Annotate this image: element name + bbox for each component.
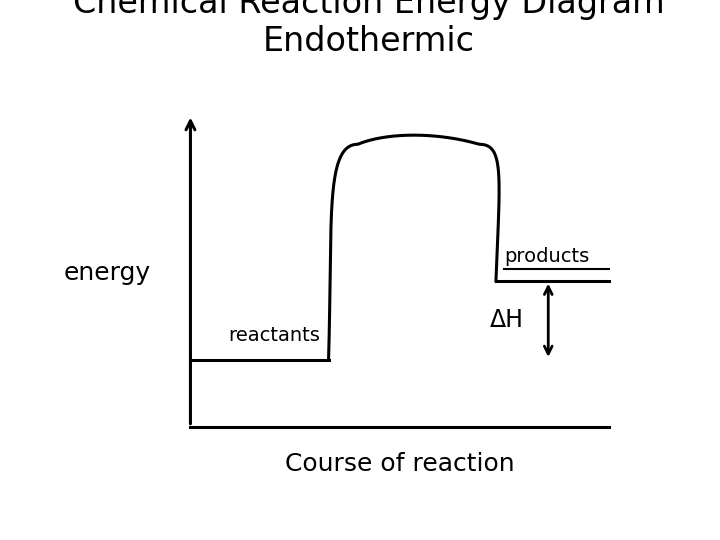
Text: energy: energy (63, 261, 150, 285)
Text: Course of reaction: Course of reaction (285, 452, 515, 476)
Text: products: products (504, 247, 590, 266)
Text: reactants: reactants (228, 326, 320, 345)
Title: Chemical Reaction Energy Diagram
Endothermic: Chemical Reaction Energy Diagram Endothe… (73, 0, 665, 58)
Text: ΔH: ΔH (490, 308, 523, 332)
